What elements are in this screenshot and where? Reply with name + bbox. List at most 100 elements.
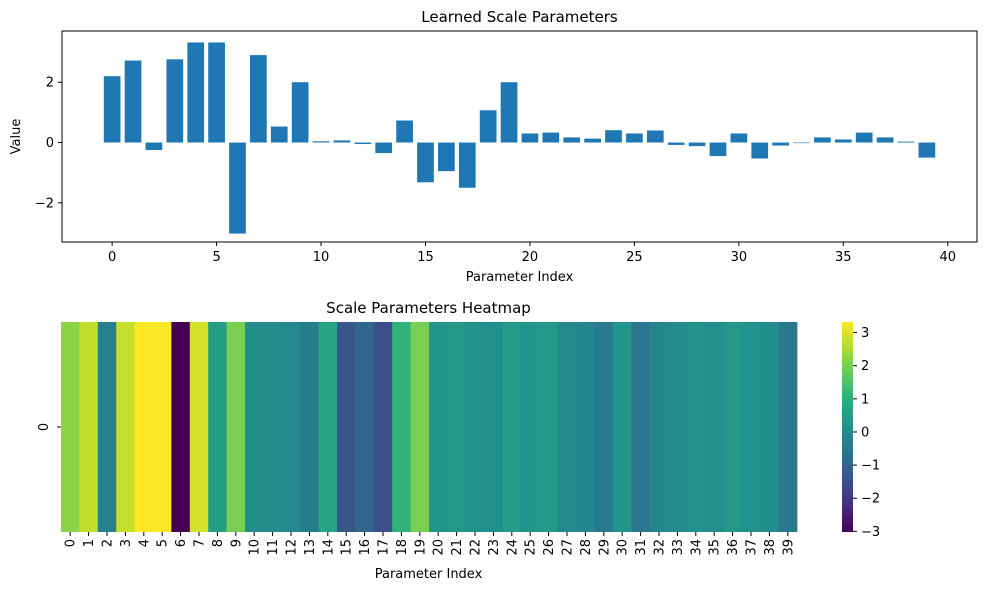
heatmap-cell [613, 322, 632, 532]
bar [208, 42, 225, 143]
bar [563, 137, 581, 143]
x-tick-label: 22 [469, 539, 484, 556]
heatmap-cell [300, 322, 319, 532]
bar [438, 142, 455, 172]
bar [166, 59, 184, 143]
bar [688, 142, 706, 147]
bar-chart-title: Learned Scale Parameters [421, 8, 618, 26]
bar [709, 142, 727, 157]
bar [646, 130, 664, 143]
x-tick-label: 30 [731, 250, 748, 265]
bar [417, 142, 434, 183]
bar [124, 60, 142, 143]
heatmap-cell [337, 322, 356, 532]
heatmap-cell [705, 322, 724, 532]
x-tick-label: 40 [939, 250, 956, 265]
heatmap-cell [61, 322, 80, 532]
bar [312, 141, 330, 143]
x-tick-label: 13 [303, 539, 318, 556]
heatmap-cell [447, 322, 467, 532]
heatmap-cell [226, 322, 246, 532]
heatmap-cell [373, 322, 393, 532]
bar-series [103, 42, 936, 234]
bar [772, 142, 789, 146]
x-tick-label: 24 [505, 539, 520, 556]
heatmap-cells [61, 322, 798, 532]
x-tick-label: 20 [432, 539, 447, 556]
y-tick-label: 0 [46, 136, 54, 151]
heatmap-cell [116, 322, 135, 532]
x-tick-label: 17 [377, 539, 392, 556]
heatmap-cell [410, 322, 430, 532]
bar [333, 140, 351, 143]
bar [521, 133, 539, 143]
x-tick-label: 32 [653, 539, 668, 556]
x-tick-label: 19 [413, 539, 428, 556]
heatmap-cell [465, 322, 485, 532]
x-tick-label: 0 [108, 250, 116, 265]
bar-chart-frame [61, 30, 978, 243]
bar [396, 120, 413, 143]
x-tick-label: 2 [101, 539, 116, 547]
bar [458, 142, 476, 188]
x-tick-label: 28 [579, 539, 594, 556]
bar [542, 132, 560, 143]
colorbar-tick-label: 1 [861, 392, 869, 407]
x-tick-label: 14 [321, 539, 336, 556]
y-tick-label: −2 [35, 196, 54, 211]
heatmap-cell [97, 322, 117, 532]
x-tick-label: 26 [542, 539, 557, 556]
x-tick-label: 21 [450, 539, 465, 556]
x-tick-label: 16 [358, 539, 373, 556]
x-tick-label: 35 [708, 539, 723, 556]
heatmap-cell [484, 322, 503, 532]
x-tick-label: 1 [82, 539, 97, 547]
bar [667, 142, 685, 145]
colorbar-tick-label: 3 [861, 326, 869, 341]
bar [793, 142, 810, 144]
x-tick-label: 25 [524, 539, 539, 556]
x-tick-label: 11 [266, 539, 281, 556]
heatmap-cell [355, 322, 375, 532]
x-tick-label: 6 [174, 539, 189, 547]
heatmap-cell [778, 322, 798, 532]
x-tick-label: 4 [137, 539, 152, 547]
heatmap-cell [760, 322, 779, 532]
x-tick-label: 18 [395, 539, 410, 556]
heatmap-cell [318, 322, 338, 532]
heatmap-cell [281, 322, 301, 532]
heatmap-cell [686, 322, 706, 532]
heatmap-title: Scale Parameters Heatmap [326, 299, 531, 317]
heatmap-cell [631, 322, 651, 532]
x-tick-label: 3 [119, 539, 134, 547]
colorbar-ticks: −3 −2 −1 0 1 2 3 [853, 326, 880, 540]
x-tick-label: 29 [597, 539, 612, 556]
x-tick-label: 33 [671, 539, 686, 556]
bar [500, 82, 518, 143]
heatmap-chart: Scale Parameters Heatmap 0 1 2 3 4 5 6 7 8 9 10 11 1… [37, 299, 880, 582]
x-tick-label: 9 [229, 539, 244, 547]
heatmap-cell [153, 322, 172, 532]
bar [250, 55, 267, 143]
heatmap-cell [668, 322, 687, 532]
heatmap-cell [594, 322, 614, 532]
x-tick-label: 23 [487, 539, 502, 556]
bar [187, 42, 205, 143]
bar [855, 132, 873, 143]
x-tick-label: 25 [626, 250, 643, 265]
heatmap-cell [429, 322, 448, 532]
bar-chart-xlabel: Parameter Index [466, 270, 574, 285]
x-tick-label: 10 [248, 539, 263, 556]
bar [270, 126, 288, 143]
x-tick-label: 10 [313, 250, 330, 265]
x-tick-label: 5 [156, 539, 171, 547]
bar-chart: Learned Scale Parameters 0 5 10 15 20 25 30 35 4… [9, 8, 978, 285]
bar [834, 139, 852, 143]
bar [584, 138, 601, 143]
colorbar-gradient [842, 322, 853, 532]
colorbar-tick-label: −2 [861, 492, 880, 507]
x-tick-label: 39 [781, 539, 796, 556]
bar [918, 142, 936, 158]
bar [291, 82, 309, 143]
